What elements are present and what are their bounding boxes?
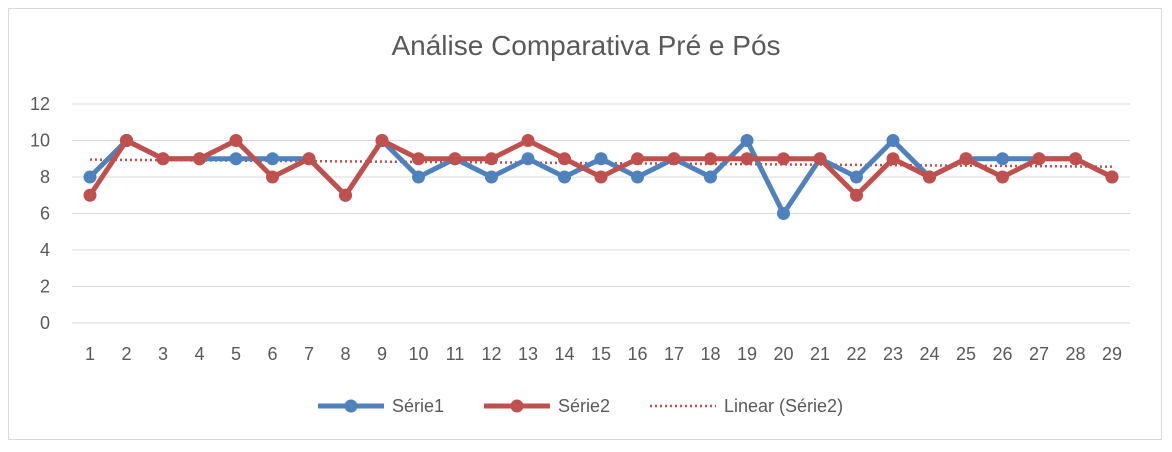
x-tick-label: 10 — [408, 344, 428, 364]
x-tick-label: 2 — [121, 344, 131, 364]
data-point — [83, 170, 97, 184]
data-point — [996, 152, 1009, 166]
data-point — [120, 134, 133, 147]
legend: Série1 Série2 Linear (Série2) — [318, 396, 843, 416]
data-point — [777, 207, 790, 220]
x-tick-label: 20 — [773, 344, 793, 364]
x-tick-label: 14 — [554, 344, 574, 364]
data-point — [302, 152, 316, 166]
data-point — [1069, 152, 1082, 166]
data-point — [594, 170, 608, 184]
gridlines — [72, 103, 1130, 324]
data-point — [704, 170, 717, 184]
x-tick-label: 6 — [267, 344, 277, 364]
x-tick-label: 25 — [956, 344, 976, 364]
y-tick-label: 0 — [40, 313, 50, 333]
x-tick-label: 15 — [591, 344, 611, 364]
x-tick-label: 11 — [446, 344, 465, 364]
data-point — [339, 188, 352, 202]
data-point — [740, 134, 754, 147]
x-axis-ticks: 1 2 3 4 5 6 7 8 9 10 11 12 13 14 15 16 17 18 19 20 21 22 23 24 2… — [85, 344, 1122, 364]
data-point — [448, 152, 462, 166]
data-point — [485, 170, 498, 184]
series-2 — [83, 134, 1119, 202]
x-tick-label: 28 — [1065, 344, 1085, 364]
series-line — [87, 138, 1114, 198]
data-point — [631, 152, 644, 166]
chart-frame — [8, 8, 1162, 440]
data-point — [266, 170, 279, 184]
data-point — [886, 152, 900, 166]
legend-marker — [344, 399, 358, 413]
y-tick-label: 4 — [40, 240, 50, 260]
x-tick-label: 3 — [158, 344, 168, 364]
x-tick-label: 17 — [664, 344, 684, 364]
data-point — [193, 152, 206, 166]
data-point — [521, 152, 535, 166]
data-point — [1032, 152, 1046, 166]
data-point — [558, 152, 571, 166]
x-tick-label: 19 — [737, 344, 757, 364]
data-point — [1105, 170, 1119, 184]
x-tick-label: 23 — [883, 344, 903, 364]
data-point — [558, 170, 571, 184]
data-point — [704, 152, 717, 166]
x-tick-label: 27 — [1029, 344, 1049, 364]
data-point — [521, 134, 535, 147]
legend-label: Linear (Série2) — [724, 396, 843, 416]
x-tick-label: 4 — [194, 344, 204, 364]
data-point — [229, 134, 243, 147]
x-tick-label: 7 — [304, 344, 314, 364]
y-tick-label: 6 — [40, 204, 50, 224]
chart-title: Análise Comparativa Pré e Pós — [391, 30, 781, 61]
data-point — [485, 152, 498, 166]
legend-item: Série1 — [318, 396, 444, 416]
data-point — [996, 170, 1009, 184]
x-tick-label: 21 — [810, 344, 830, 364]
x-tick-label: 18 — [700, 344, 720, 364]
x-tick-label: 24 — [919, 344, 939, 364]
legend-marker — [510, 399, 524, 413]
x-tick-label: 5 — [231, 344, 241, 364]
y-tick-label: 12 — [30, 94, 50, 114]
x-tick-label: 9 — [377, 344, 387, 364]
data-point — [959, 152, 973, 166]
data-point — [594, 152, 608, 166]
data-point — [229, 152, 243, 166]
y-tick-label: 2 — [40, 277, 50, 297]
legend-label: Série2 — [558, 396, 610, 416]
data-point — [266, 152, 279, 166]
data-point — [740, 152, 754, 166]
data-point — [83, 188, 97, 202]
series-layer — [83, 134, 1119, 220]
legend-label: Série1 — [392, 396, 444, 416]
data-point — [156, 152, 170, 166]
data-point — [631, 170, 644, 184]
data-point — [850, 188, 863, 202]
x-tick-label: 1 — [85, 344, 95, 364]
data-point — [813, 152, 827, 166]
legend-item: Linear (Série2) — [650, 396, 843, 416]
y-tick-label: 10 — [30, 131, 50, 151]
x-tick-label: 12 — [481, 344, 501, 364]
data-point — [777, 152, 790, 166]
x-tick-label: 8 — [340, 344, 350, 364]
x-tick-label: 26 — [992, 344, 1012, 364]
x-tick-label: 13 — [518, 344, 538, 364]
data-point — [412, 152, 425, 166]
x-tick-label: 16 — [627, 344, 647, 364]
x-tick-label: 29 — [1102, 344, 1122, 364]
data-point — [886, 134, 900, 147]
data-point — [923, 170, 936, 184]
y-tick-label: 8 — [40, 167, 50, 187]
data-point — [375, 134, 389, 147]
data-point — [667, 152, 681, 166]
data-point — [850, 170, 863, 184]
data-point — [412, 170, 425, 184]
legend-item: Série2 — [484, 396, 610, 416]
y-axis-ticks: 0 2 4 6 8 10 12 — [30, 94, 50, 333]
x-tick-label: 22 — [846, 344, 866, 364]
